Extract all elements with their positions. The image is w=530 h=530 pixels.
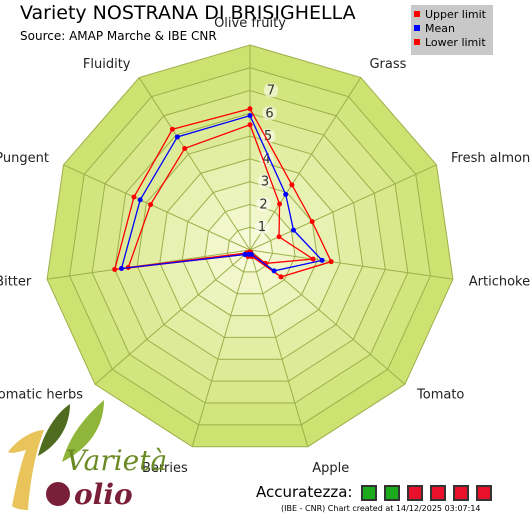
series-point-upper-limit-2: [309, 219, 315, 225]
series-point-mean-0: [247, 113, 253, 119]
legend-swatch-lower: [414, 39, 420, 45]
chart-subtitle: Source: AMAP Marche & IBE CNR: [20, 29, 217, 43]
legend-label-upper: Upper limit: [425, 8, 486, 21]
series-point-upper-limit-9: [131, 194, 137, 200]
accuracy-box-3: [407, 485, 423, 501]
legend-label-mean: Mean: [425, 22, 455, 35]
tick-bg-4: [259, 151, 274, 166]
series-point-upper-limit-4: [278, 274, 284, 280]
legend-label-lower: Lower limit: [425, 36, 486, 49]
series-point-mean-8: [118, 265, 124, 271]
varieta-olio-logo: Varietà olio: [8, 400, 167, 511]
logo-leaf-light: [62, 400, 104, 462]
series-point-upper-limit-3: [328, 259, 334, 265]
tick-label-5: 5: [264, 129, 272, 144]
radar-spoke-5: [249, 249, 309, 447]
logo-text-varieta: Varietà: [66, 444, 167, 477]
tick-label-6: 6: [265, 106, 273, 121]
accuracy-label: Accuratezza:: [256, 483, 353, 501]
axis-label-pungent: Pungent: [0, 151, 49, 166]
radar-spoke-7: [94, 249, 251, 385]
series-point-upper-limit-1: [289, 182, 295, 188]
radar-spoke-3: [249, 249, 453, 280]
series-point-mean-3: [319, 257, 325, 263]
accuracy-box-5: [453, 485, 469, 501]
series-point-mean-4: [271, 268, 277, 274]
tick-bg-6: [262, 106, 277, 121]
axis-label-fluidity: Fluidity: [83, 57, 131, 72]
logo-leaf-dark: [38, 404, 70, 456]
logo-one-stroke: [8, 430, 44, 510]
series-point-upper-limit-10: [169, 126, 175, 132]
chart-created-note: (IBE - CNR) Chart created at 14/12/2025 …: [281, 504, 481, 513]
axis-label-tomato: Tomato: [416, 388, 464, 403]
radar-spoke-9: [63, 164, 251, 251]
series-point-upper-limit-0: [247, 106, 253, 112]
series-point-mean-9: [137, 197, 143, 203]
tick-label-3: 3: [261, 175, 269, 190]
axis-label-artichoke: Artichoke: [469, 274, 530, 289]
chart-title: Variety NOSTRANA DI BRISIGHELLA: [20, 2, 356, 24]
series-point-lower-limit-0: [247, 122, 253, 128]
tick-label-4: 4: [262, 152, 270, 167]
series-point-lower-limit-10: [182, 145, 188, 151]
series-point-mean-2: [291, 227, 297, 233]
tick-bg-1: [255, 220, 269, 235]
radar-axis-labels: Olive fruity Grass Fresh almond Artichoke To…: [0, 16, 530, 476]
series-point-lower-limit-2: [276, 234, 282, 240]
axis-label-berries: Berries: [142, 461, 188, 476]
accuracy-box-2: [384, 485, 400, 501]
tick-label-7: 7: [267, 84, 275, 99]
logo-text-olio: olio: [74, 478, 133, 511]
legend-item-lower: Lower limit: [411, 36, 493, 50]
series-point-upper-limit-8: [112, 266, 118, 272]
accuracy-box-1: [361, 485, 377, 501]
series-point-lower-limit-9: [148, 202, 154, 208]
radar-spoke-10: [138, 77, 251, 251]
axis-label-grass: Grass: [369, 57, 406, 72]
radar-tick-labels: 1 2 3 4 5 6 7: [255, 83, 278, 235]
series-point-lower-limit-3: [310, 256, 316, 262]
axis-label-apple: Apple: [312, 461, 349, 476]
series-point-mean-7: [242, 251, 248, 257]
radar-spoke-1: [249, 77, 362, 251]
legend: Upper limit Mean Lower limit: [411, 5, 493, 55]
tick-label-1: 1: [258, 220, 266, 235]
legend-item-mean: Mean: [411, 22, 493, 36]
radar-series: [112, 106, 334, 280]
tick-label-2: 2: [259, 197, 267, 212]
accuracy-box-4: [430, 485, 446, 501]
legend-swatch-mean: [414, 25, 420, 31]
series-point-mean-10: [174, 134, 180, 140]
tick-bg-5: [261, 129, 275, 144]
series-point-lower-limit-1: [277, 201, 283, 207]
tick-bg-3: [258, 174, 272, 189]
tick-bg-7: [264, 83, 278, 98]
axis-label-aromatic-herbs: Aromatic herbs: [0, 388, 83, 403]
radar-spoke-6: [191, 249, 251, 447]
tick-bg-2: [256, 197, 271, 212]
logo-olive: [46, 482, 70, 506]
axis-label-fresh-almond: Fresh almond: [451, 151, 530, 166]
series-point-mean-1: [283, 191, 289, 197]
legend-swatch-upper: [414, 11, 420, 17]
series-point-mean-6: [246, 251, 252, 257]
axis-label-bitter: Bitter: [0, 274, 32, 289]
axis-label-olive-fruity: Olive fruity: [214, 16, 286, 31]
legend-item-upper: Upper limit: [411, 8, 493, 22]
accuracy-box-6: [476, 485, 492, 501]
